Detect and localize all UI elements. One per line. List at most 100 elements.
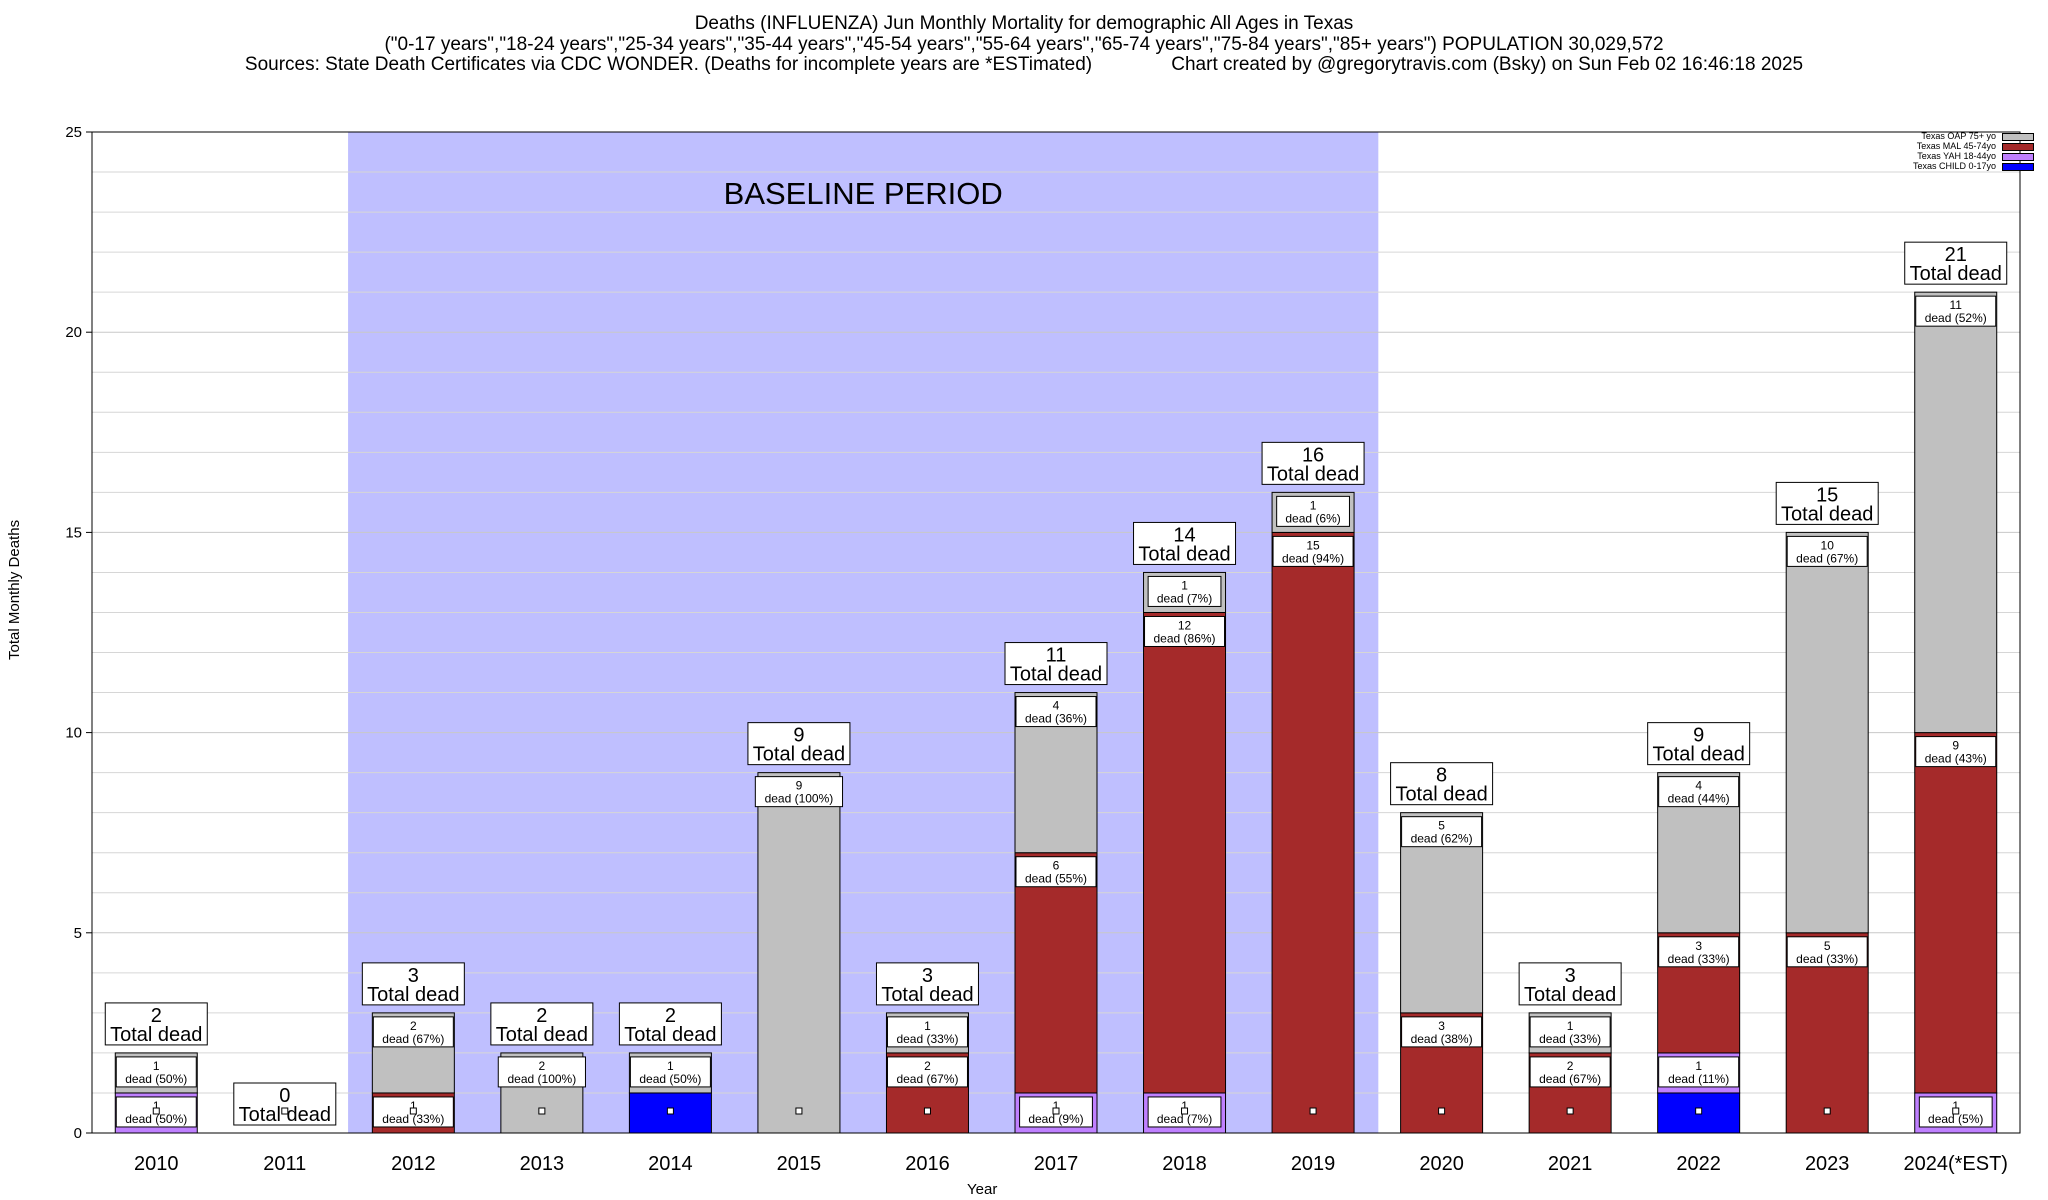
- x-tick-label: 2018: [1162, 1153, 1207, 1175]
- segment-label-percent: dead (52%): [1925, 311, 1987, 325]
- segment-label-percent: dead (67%): [1796, 551, 1858, 565]
- segment-label-box: [115, 1056, 197, 1088]
- segment-label-percent: dead (33%): [896, 1032, 958, 1046]
- total-label-suffix: Total dead: [753, 744, 845, 766]
- chart-subtitle: ("0-17 years","18-24 years","25-34 years…: [384, 34, 1664, 55]
- segment-label-box: [1272, 535, 1354, 567]
- bar-marker: [1695, 1107, 1703, 1115]
- segment-label-count: 1: [1310, 498, 1317, 512]
- total-label-box: [1004, 642, 1108, 686]
- total-label-value: 3: [408, 965, 419, 987]
- segment-label-count: 2: [410, 1019, 417, 1033]
- segment-label-count: 2: [539, 1059, 546, 1073]
- segment-label-box: [886, 1056, 968, 1088]
- bar-marker: [1566, 1107, 1574, 1115]
- segment-label-percent: dead (33%): [1796, 952, 1858, 966]
- legend-swatch: [2002, 153, 2034, 161]
- total-label-value: 11: [1046, 645, 1067, 667]
- y-tick-label: 10: [65, 725, 82, 742]
- segment-label-percent: dead (67%): [896, 1072, 958, 1086]
- total-label-value: 21: [1945, 244, 1967, 266]
- y-axis-label: Total Monthly Deaths: [6, 519, 23, 660]
- total-label-suffix: Total dead: [1910, 263, 2002, 285]
- segment-label-count: 1: [410, 1099, 417, 1113]
- total-label-value: 3: [1565, 965, 1576, 987]
- x-axis-label: Year: [967, 1181, 998, 1198]
- bar-marker: [1952, 1107, 1960, 1115]
- total-label-box: [1518, 962, 1622, 1006]
- bar-segment: [1914, 291, 1998, 734]
- segment-label-box: [1658, 1056, 1740, 1088]
- legend: Texas OAP 75+ yo Texas MAL 45-74yo Texas Y…: [1880, 131, 2040, 172]
- segment-label-box: [1658, 936, 1740, 968]
- segment-label-percent: dead (67%): [1539, 1072, 1601, 1086]
- bar-segment: [1014, 852, 1098, 1094]
- total-label-suffix: Total dead: [624, 1024, 716, 1046]
- segment-label-percent: dead (33%): [1539, 1032, 1601, 1046]
- segment-label-count: 1: [1181, 578, 1188, 592]
- y-tick-label: 5: [74, 925, 82, 942]
- bar-marker: [1309, 1107, 1317, 1115]
- total-label-suffix: Total dead: [1781, 503, 1873, 525]
- segment-label-percent: dead (38%): [1411, 1032, 1473, 1046]
- segment-label-box: [1658, 776, 1740, 808]
- x-tick-label: 2022: [1676, 1153, 1721, 1175]
- total-label-box: [1133, 521, 1237, 565]
- legend-swatch: [2002, 133, 2034, 141]
- baseline-period-label: BASELINE PERIOD: [724, 176, 1003, 211]
- segment-label-box: [1144, 615, 1226, 647]
- total-label-value: 2: [665, 1005, 676, 1027]
- segment-label-count: 1: [667, 1059, 674, 1073]
- segment-label-box: [1015, 696, 1097, 728]
- x-tick-label: 2017: [1034, 1153, 1079, 1175]
- segment-label-box: [629, 1056, 711, 1088]
- segment-label-percent: dead (44%): [1668, 792, 1730, 806]
- total-label-value: 9: [793, 725, 804, 747]
- total-label-value: 9: [1693, 725, 1704, 747]
- legend-label: Texas YAH 18-44yo: [1917, 151, 1996, 161]
- total-label-suffix: Total dead: [239, 1104, 331, 1126]
- segment-label-count: 9: [796, 779, 803, 793]
- segment-label-percent: dead (55%): [1025, 872, 1087, 886]
- total-label-box: [233, 1082, 337, 1126]
- segment-label-box: [372, 1016, 454, 1048]
- segment-label-percent: dead (7%): [1157, 1112, 1212, 1126]
- y-tick-label: 20: [65, 324, 82, 341]
- segment-label-count: 1: [153, 1059, 160, 1073]
- segment-label-percent: dead (33%): [1668, 952, 1730, 966]
- total-label-box: [1261, 441, 1365, 485]
- segment-label-box: [1915, 736, 1997, 768]
- x-tick-label: 2013: [520, 1153, 565, 1175]
- segment-label-count: 6: [1053, 859, 1060, 873]
- total-label-box: [1904, 241, 2008, 285]
- segment-label-count: 3: [1438, 1019, 1445, 1033]
- legend-swatch: [2002, 163, 2034, 171]
- segment-label-percent: dead (36%): [1025, 712, 1087, 726]
- segment-label-box: [1786, 535, 1868, 567]
- legend-item: Texas OAP 75+ yo: [1880, 131, 2040, 142]
- segment-label-percent: dead (50%): [639, 1072, 701, 1086]
- total-label-suffix: Total dead: [1267, 463, 1359, 485]
- total-label-box: [618, 1002, 722, 1046]
- total-label-suffix: Total dead: [1524, 984, 1616, 1006]
- segment-label-count: 1: [1053, 1099, 1060, 1113]
- x-tick-label: 2016: [905, 1153, 950, 1175]
